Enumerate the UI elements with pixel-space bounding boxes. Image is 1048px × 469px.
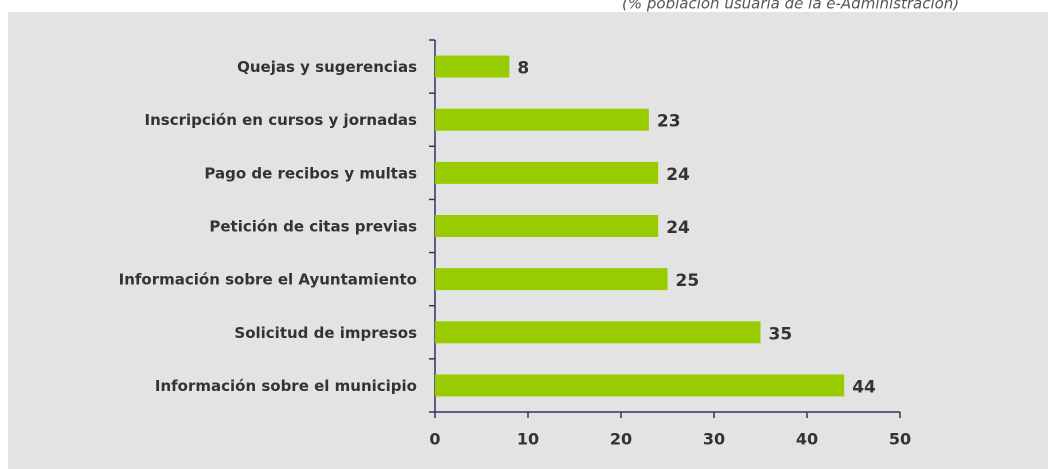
- x-tick-label: 30: [703, 430, 725, 449]
- value-label: 44: [852, 377, 876, 397]
- value-label: 8: [517, 59, 529, 79]
- bar: [435, 215, 659, 237]
- bar: [435, 374, 845, 397]
- bar: [435, 161, 659, 184]
- y-tick-label: Quejas y sugerencias: [237, 58, 417, 76]
- x-tick-label: 0: [429, 430, 440, 449]
- value-label: 24: [666, 165, 690, 185]
- x-tick-label: 20: [610, 430, 632, 449]
- bar: [435, 321, 761, 344]
- bar: [435, 55, 510, 78]
- bar: [435, 108, 649, 131]
- bar: [435, 268, 668, 291]
- subtitle: (% población usuaria de la e-Administrac…: [622, 0, 959, 13]
- y-tick-label: Solicitud de impresos: [234, 324, 417, 342]
- x-tick-label: 40: [796, 430, 818, 449]
- panel: [8, 12, 1048, 469]
- value-label: 35: [769, 324, 793, 344]
- x-tick-label: 50: [889, 430, 911, 449]
- y-tick-label: Inscripción en cursos y jornadas: [145, 111, 418, 129]
- value-label: 24: [666, 218, 690, 238]
- y-tick-label: Pago de recibos y multas: [204, 164, 417, 182]
- value-label: 23: [657, 112, 681, 132]
- value-label: 25: [676, 271, 700, 291]
- y-tick-label: Información sobre el Ayuntamiento: [119, 271, 417, 289]
- x-tick-label: 10: [517, 430, 539, 449]
- y-tick-label: Petición de citas previas: [209, 218, 417, 236]
- y-tick-label: Información sobre el municipio: [155, 377, 417, 395]
